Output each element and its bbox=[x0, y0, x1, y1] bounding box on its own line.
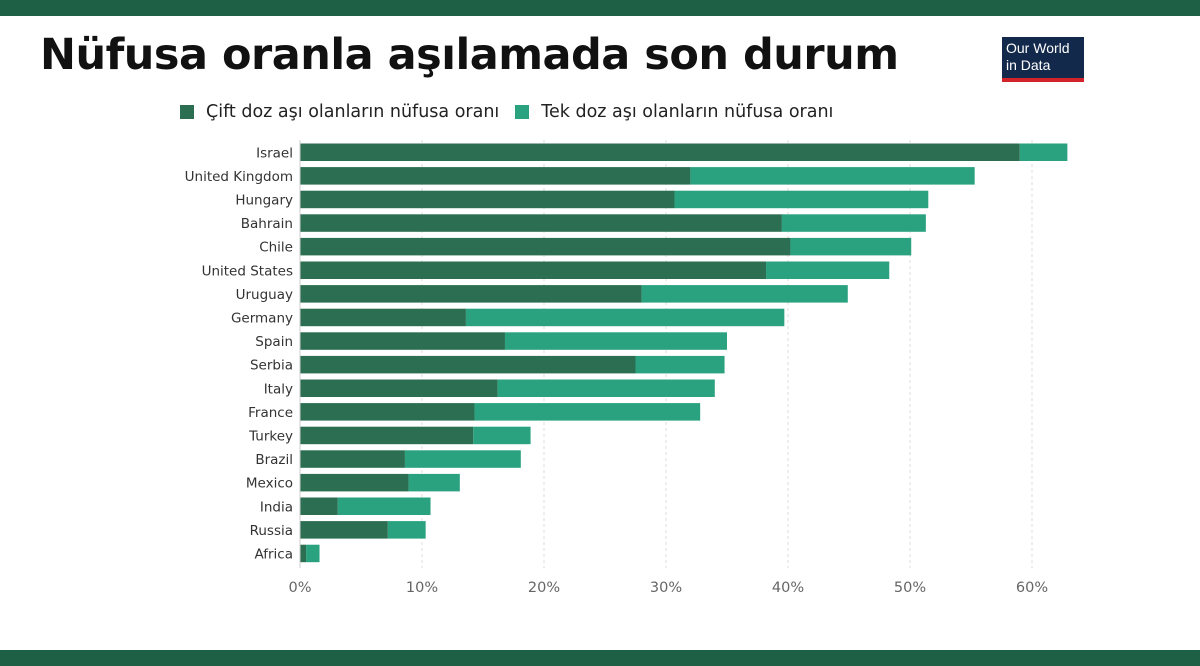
bar-double-dose bbox=[300, 544, 307, 563]
bar-double-dose bbox=[300, 521, 388, 539]
bar-double-dose bbox=[300, 308, 466, 327]
bar-single-dose bbox=[497, 379, 715, 397]
legend-item-single-dose: Tek doz aşı olanların nüfusa oranı bbox=[515, 102, 833, 122]
bar-single-dose bbox=[790, 237, 912, 256]
bar-double-dose bbox=[300, 450, 405, 468]
x-tick-label: 60% bbox=[1016, 580, 1048, 596]
bar-double-dose bbox=[300, 355, 636, 374]
bar-double-dose bbox=[300, 214, 782, 232]
legend-swatch-single-dose bbox=[515, 105, 530, 119]
legend-label-single-dose: Tek doz aşı olanların nüfusa oranı bbox=[541, 102, 834, 122]
bar-single-dose bbox=[690, 167, 975, 185]
bar-double-dose bbox=[300, 167, 691, 185]
category-label: Turkey bbox=[248, 428, 293, 444]
bar-double-dose bbox=[300, 332, 505, 350]
x-tick-label: 40% bbox=[772, 580, 804, 596]
bar-single-dose bbox=[387, 521, 426, 539]
category-label: Bahrain bbox=[241, 216, 293, 232]
bar-single-dose bbox=[641, 285, 848, 303]
bar-single-dose bbox=[306, 544, 320, 563]
bottom-band bbox=[0, 650, 1200, 666]
category-label: United States bbox=[202, 263, 293, 279]
bar-double-dose bbox=[300, 473, 409, 492]
logo-line-2: in Data bbox=[1006, 57, 1051, 73]
bar-double-dose bbox=[300, 497, 338, 515]
x-tick-label: 0% bbox=[288, 580, 311, 596]
bar-double-dose bbox=[300, 190, 675, 209]
category-label: Hungary bbox=[235, 192, 293, 208]
bar-single-dose bbox=[674, 190, 929, 209]
category-label: India bbox=[260, 499, 293, 515]
top-band bbox=[0, 0, 1200, 16]
category-label: Serbia bbox=[250, 358, 293, 374]
bar-double-dose bbox=[300, 261, 767, 279]
bar-single-dose bbox=[781, 214, 926, 232]
our-world-in-data-logo: Our World in Data bbox=[1002, 37, 1084, 82]
bar-single-dose bbox=[404, 450, 521, 468]
bar-single-dose bbox=[635, 355, 725, 374]
bar-single-dose bbox=[766, 261, 890, 279]
category-label: Mexico bbox=[246, 476, 293, 492]
bar-single-dose bbox=[408, 473, 460, 492]
legend-item-double-dose: Çift doz aşı olanların nüfusa oranı bbox=[180, 102, 499, 122]
x-tick-label: 10% bbox=[406, 580, 438, 596]
bar-single-dose bbox=[473, 426, 531, 445]
x-tick-label: 50% bbox=[894, 580, 926, 596]
bar-single-dose bbox=[337, 497, 431, 515]
category-label: France bbox=[248, 405, 293, 421]
page-title: Nüfusa oranla aşılamada son durum bbox=[40, 30, 899, 80]
bar-double-dose bbox=[300, 426, 474, 445]
category-label: Chile bbox=[259, 240, 293, 256]
legend-label-double-dose: Çift doz aşı olanların nüfusa oranı bbox=[206, 102, 500, 122]
category-label: Germany bbox=[231, 310, 293, 326]
x-tick-label: 30% bbox=[650, 580, 682, 596]
logo-line-1: Our World bbox=[1006, 40, 1070, 56]
legend-swatch-double-dose bbox=[180, 105, 194, 119]
category-label: Spain bbox=[255, 334, 293, 350]
bar-double-dose bbox=[300, 237, 791, 256]
category-label: Brazil bbox=[255, 452, 293, 468]
bar-double-dose bbox=[300, 143, 1020, 161]
chart-legend: Çift doz aşı olanların nüfusa oranı Tek … bbox=[180, 102, 849, 122]
category-label: United Kingdom bbox=[185, 169, 293, 185]
bar-single-dose bbox=[504, 332, 727, 350]
category-label: Africa bbox=[254, 546, 293, 562]
bar-double-dose bbox=[300, 285, 642, 303]
bar-single-dose bbox=[1019, 143, 1068, 161]
category-label: Italy bbox=[264, 381, 293, 397]
bar-single-dose bbox=[474, 403, 701, 421]
bar-double-dose bbox=[300, 379, 498, 397]
category-label: Russia bbox=[250, 523, 293, 539]
category-label: Israel bbox=[256, 145, 293, 161]
category-label: Uruguay bbox=[236, 287, 293, 303]
bar-single-dose bbox=[465, 308, 785, 327]
x-tick-label: 20% bbox=[528, 580, 560, 596]
bar-double-dose bbox=[300, 403, 475, 421]
